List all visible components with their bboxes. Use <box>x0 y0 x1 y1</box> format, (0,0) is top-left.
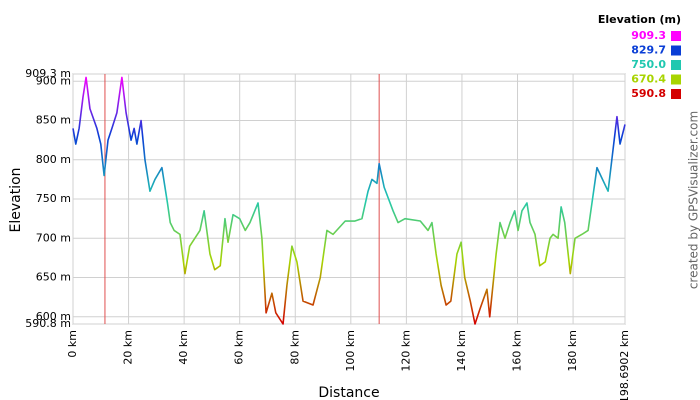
x-tick-label: 180 km <box>566 330 579 372</box>
y-tick-label: 900 m <box>36 74 71 87</box>
y-tick-label: 700 m <box>36 231 71 244</box>
legend-label: 590.8 <box>631 87 666 100</box>
elevation-line <box>72 76 626 325</box>
x-tick-label: 100 km <box>344 330 357 372</box>
x-tick-label: 80 km <box>288 330 301 365</box>
y-tick-label: 600 m <box>36 310 71 323</box>
y-tick-label: 909.3 m <box>25 67 71 80</box>
legend-swatch <box>671 60 681 70</box>
x-tick-label: 120 km <box>399 330 412 372</box>
x-axis-title: Distance <box>318 385 379 400</box>
x-tick-label: 40 km <box>177 330 190 365</box>
legend-swatch <box>671 74 681 85</box>
credit: created by GPSVisualizer.com <box>687 111 700 289</box>
legend-swatch <box>671 45 681 56</box>
x-tick-label: 140 km <box>455 330 468 372</box>
legend-swatch <box>671 89 681 99</box>
y-tick-label: 590.8 m <box>25 317 71 330</box>
legend-label: 750.0 <box>631 58 666 71</box>
legend-label: 909.3 <box>631 29 666 42</box>
x-tick-label: 160 km <box>511 330 524 372</box>
legend-label: 829.7 <box>631 44 666 57</box>
y-axis-title: Elevation <box>8 167 24 232</box>
x-tick-label: 198.6902 km <box>618 330 631 400</box>
legend-swatch <box>671 31 681 41</box>
y-tick-label: 850 m <box>36 114 71 127</box>
y-tick-label: 800 m <box>36 153 71 166</box>
x-tick-label: 20 km <box>122 330 135 365</box>
legend-label: 670.4 <box>631 73 666 86</box>
y-tick-label: 650 m <box>36 271 71 284</box>
y-tick-label: 750 m <box>36 192 71 205</box>
legend-title: Elevation (m) <box>598 13 681 26</box>
x-tick-label: 60 km <box>233 330 246 365</box>
x-tick-label: 0 km <box>66 330 79 358</box>
